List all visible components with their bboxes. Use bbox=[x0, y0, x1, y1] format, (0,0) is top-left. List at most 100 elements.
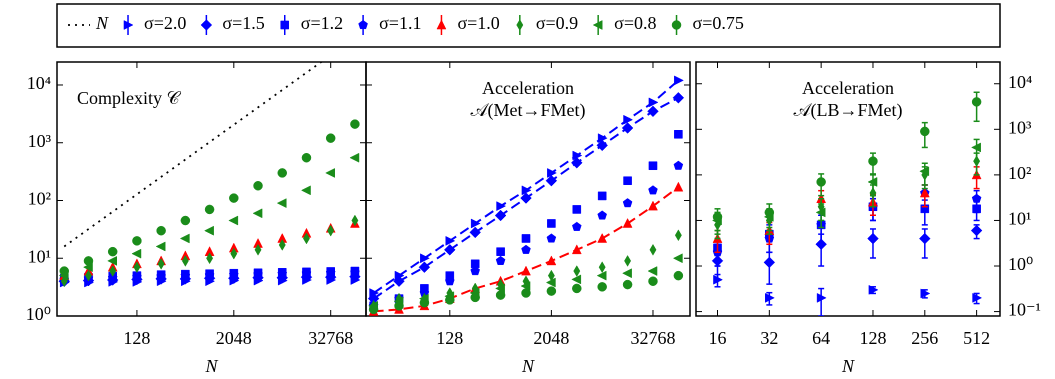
marker bbox=[572, 283, 582, 294]
marker bbox=[920, 288, 931, 299]
marker bbox=[868, 156, 878, 166]
marker bbox=[445, 235, 456, 246]
y-tick-label: 10¹ bbox=[28, 246, 51, 266]
marker bbox=[971, 193, 982, 203]
marker bbox=[59, 266, 70, 276]
marker bbox=[470, 292, 480, 303]
marker bbox=[394, 301, 404, 311]
marker bbox=[496, 201, 507, 211]
marker bbox=[622, 217, 633, 228]
marker bbox=[521, 288, 531, 298]
marker bbox=[521, 234, 531, 243]
legend-label: σ=0.75 bbox=[693, 13, 744, 33]
marker bbox=[674, 229, 682, 242]
marker bbox=[592, 20, 603, 30]
marker bbox=[436, 19, 447, 30]
marker bbox=[229, 269, 239, 279]
y-tick-label: 10³ bbox=[1008, 117, 1032, 137]
marker bbox=[253, 180, 263, 191]
marker bbox=[157, 257, 165, 270]
marker bbox=[648, 185, 658, 195]
marker bbox=[350, 119, 360, 129]
plot-area bbox=[367, 75, 685, 316]
marker bbox=[649, 243, 657, 256]
marker bbox=[867, 177, 878, 187]
marker bbox=[919, 187, 930, 198]
y-tick-label: 10¹ bbox=[1008, 209, 1031, 229]
marker bbox=[156, 271, 166, 281]
marker bbox=[520, 192, 532, 204]
marker bbox=[494, 209, 507, 222]
marker bbox=[393, 275, 405, 287]
marker bbox=[816, 177, 826, 187]
marker bbox=[277, 168, 288, 178]
marker bbox=[445, 276, 455, 286]
marker bbox=[418, 261, 431, 273]
marker bbox=[971, 142, 981, 153]
legend-label: σ=0.9 bbox=[536, 13, 578, 33]
marker bbox=[204, 225, 214, 236]
marker bbox=[621, 122, 634, 134]
marker bbox=[420, 253, 430, 264]
marker bbox=[156, 225, 166, 236]
marker bbox=[647, 105, 659, 118]
marker bbox=[970, 224, 983, 237]
marker bbox=[368, 304, 379, 315]
marker bbox=[521, 265, 531, 276]
marker bbox=[123, 20, 134, 30]
marker bbox=[85, 269, 92, 282]
marker bbox=[573, 265, 581, 277]
marker bbox=[351, 214, 359, 227]
panel-title: Complexity 𝒞 bbox=[77, 88, 181, 108]
legend-label: σ=1.1 bbox=[379, 13, 421, 33]
marker bbox=[521, 244, 531, 254]
marker bbox=[623, 176, 632, 186]
marker bbox=[469, 226, 481, 239]
marker bbox=[623, 114, 634, 125]
marker bbox=[204, 204, 215, 215]
legend-label: σ=1.5 bbox=[222, 13, 264, 33]
marker bbox=[546, 233, 557, 243]
plot-frame bbox=[695, 61, 1001, 317]
marker bbox=[132, 271, 142, 281]
y-tick-label: 10⁴ bbox=[27, 73, 51, 93]
marker bbox=[596, 139, 608, 152]
marker bbox=[83, 256, 94, 266]
marker bbox=[444, 244, 456, 256]
marker bbox=[349, 152, 360, 163]
legend-label: N bbox=[95, 13, 109, 33]
marker bbox=[521, 185, 532, 196]
marker bbox=[516, 19, 524, 31]
marker bbox=[763, 256, 776, 269]
marker bbox=[712, 212, 723, 222]
marker bbox=[597, 210, 607, 220]
marker bbox=[107, 272, 118, 282]
marker bbox=[868, 284, 879, 295]
legend-label: σ=1.0 bbox=[457, 13, 499, 33]
y-tick-label: 10⁰ bbox=[26, 304, 51, 324]
marker bbox=[673, 181, 684, 192]
marker bbox=[674, 75, 684, 86]
marker bbox=[496, 247, 505, 256]
marker bbox=[622, 268, 632, 279]
marker bbox=[131, 248, 142, 259]
marker bbox=[546, 286, 557, 296]
marker bbox=[597, 282, 607, 292]
marker bbox=[253, 269, 263, 279]
plot-area bbox=[711, 91, 983, 316]
marker bbox=[672, 92, 685, 104]
series-line bbox=[63, 62, 323, 248]
x-tick-label: 16 bbox=[709, 328, 727, 348]
plot-area bbox=[58, 62, 361, 288]
x-tick-label: 128 bbox=[859, 328, 886, 348]
marker bbox=[254, 243, 262, 256]
legend-label: σ=2.0 bbox=[144, 13, 186, 33]
marker bbox=[596, 270, 607, 281]
marker bbox=[445, 295, 455, 305]
marker bbox=[180, 270, 191, 280]
y-tick-label: 10⁴ bbox=[1008, 72, 1032, 92]
marker bbox=[280, 20, 290, 30]
marker bbox=[181, 254, 189, 267]
marker bbox=[327, 224, 335, 237]
marker bbox=[547, 219, 556, 228]
